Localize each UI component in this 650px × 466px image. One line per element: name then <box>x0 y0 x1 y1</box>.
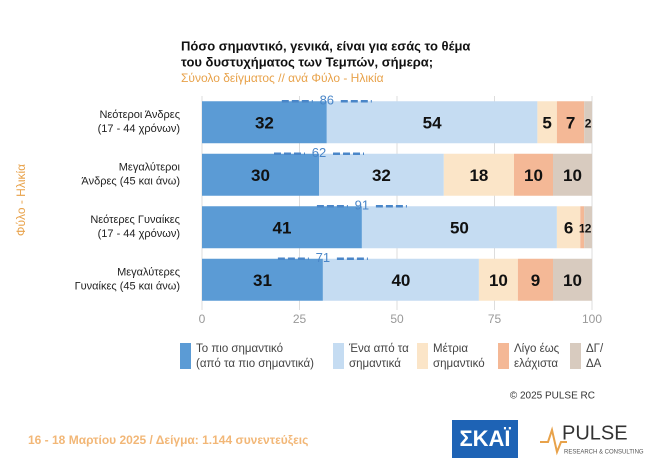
title-line: Πόσο σημαντικό, γενικά, είναι για εσάς τ… <box>181 38 470 53</box>
bar-segment <box>514 153 553 196</box>
bar-segment <box>580 206 585 249</box>
legend-label: Το πιο σημαντικό <box>196 343 283 355</box>
x-tick-label: 0 <box>199 312 206 326</box>
legend-label: σημαντικά <box>349 358 401 370</box>
bar-segment <box>361 206 557 249</box>
bar-segment <box>517 258 553 301</box>
bar-segment <box>202 101 327 144</box>
value-label: 6 <box>564 219 573 238</box>
legend-label: σημαντικό <box>433 358 485 370</box>
value-label: 2 <box>585 116 592 130</box>
bar-segment <box>319 153 444 196</box>
bar-segment <box>556 206 581 249</box>
pulse-sub: RESEARCH & CONSULTING <box>564 450 644 456</box>
value-label: 50 <box>450 219 469 238</box>
bar-segment <box>537 101 557 144</box>
total-label: 62 <box>312 145 326 160</box>
y-tick-label: Μεγαλύτεροι <box>119 162 181 174</box>
bar-segment <box>553 153 592 196</box>
pulse-logo: PULSE <box>562 422 628 444</box>
subtitle: Σύνολο δείγματος // ανά Φύλο - Ηλικία <box>181 71 384 85</box>
total-label: 86 <box>320 93 334 108</box>
bar-segment <box>443 153 514 196</box>
y-tick-label: (17 - 44 χρόνων) <box>98 228 180 240</box>
skai-logo-box <box>452 420 518 458</box>
value-label: 10 <box>563 271 582 290</box>
legend-label: ΔΑ <box>586 358 602 370</box>
legend-label: Ένα από τα <box>348 343 409 355</box>
legend-swatch <box>417 343 428 369</box>
bar-segment <box>478 258 518 301</box>
value-label: 32 <box>255 114 274 133</box>
value-label: 5 <box>542 114 551 133</box>
legend-label: ελάχιστα <box>514 358 558 370</box>
value-label: 1 <box>579 221 586 235</box>
bar-segment <box>584 206 592 249</box>
legend-swatch <box>333 343 344 369</box>
value-label: 10 <box>489 271 508 290</box>
legend-swatch <box>180 343 191 369</box>
legend-swatch <box>570 343 581 369</box>
legend-swatch <box>498 343 509 369</box>
bar-segment <box>202 153 319 196</box>
value-label: 31 <box>253 271 272 290</box>
legend-label: Λίγο έως <box>514 343 560 355</box>
bar-segment <box>202 258 323 301</box>
value-label: 18 <box>469 166 488 185</box>
y-tick-label: Άνδρες (45 και άνω) <box>81 176 180 188</box>
bar-segment <box>553 258 592 301</box>
footer: 16 - 18 Μαρτίου 2025 / Δείγμα: 1.144 συν… <box>28 433 308 447</box>
legend-label: Μέτρια <box>433 343 468 355</box>
y-tick-label: Γυναίκες (45 και άνω) <box>75 281 180 293</box>
total-label: 91 <box>355 198 369 213</box>
value-label: 30 <box>251 166 270 185</box>
x-tick-label: 100 <box>582 312 602 326</box>
legend-label: (από τα πιο σημαντικά) <box>196 358 314 370</box>
y-axis-label: Φύλο - Ηλικία <box>14 164 28 236</box>
value-label: 41 <box>272 219 291 238</box>
bar-segment <box>322 258 479 301</box>
x-tick-label: 50 <box>390 312 404 326</box>
y-tick-label: Νεότερες Γυναίκες <box>90 214 180 226</box>
legend-label: ΔΓ/ <box>586 343 604 355</box>
bar-segment <box>202 206 362 249</box>
title-line: του δυστυχήματος των Τεμπών, σήμερα; <box>181 54 433 69</box>
value-label: 10 <box>524 166 543 185</box>
value-label: 10 <box>563 166 582 185</box>
value-label: 32 <box>372 166 391 185</box>
value-label: 9 <box>531 271 540 290</box>
bar-segment <box>556 101 585 144</box>
value-label: 54 <box>423 114 442 133</box>
x-tick-label: 75 <box>488 312 502 326</box>
y-tick-label: Νεότεροι Άνδρες <box>99 109 180 121</box>
value-label: 7 <box>566 114 575 133</box>
y-tick-label: (17 - 44 χρόνων) <box>98 123 180 135</box>
y-tick-label: Μεγαλύτερες <box>117 267 180 279</box>
copyright: © 2025 PULSE RC <box>510 391 595 402</box>
skai-logo: ΣΚΑΪ <box>459 426 511 451</box>
value-label: 40 <box>391 271 410 290</box>
x-tick-label: 25 <box>293 312 307 326</box>
total-label: 71 <box>316 250 330 265</box>
value-label: 2 <box>585 221 592 235</box>
bar-segment <box>326 101 538 144</box>
bar-segment <box>584 101 592 144</box>
pulse-icon <box>540 426 567 456</box>
